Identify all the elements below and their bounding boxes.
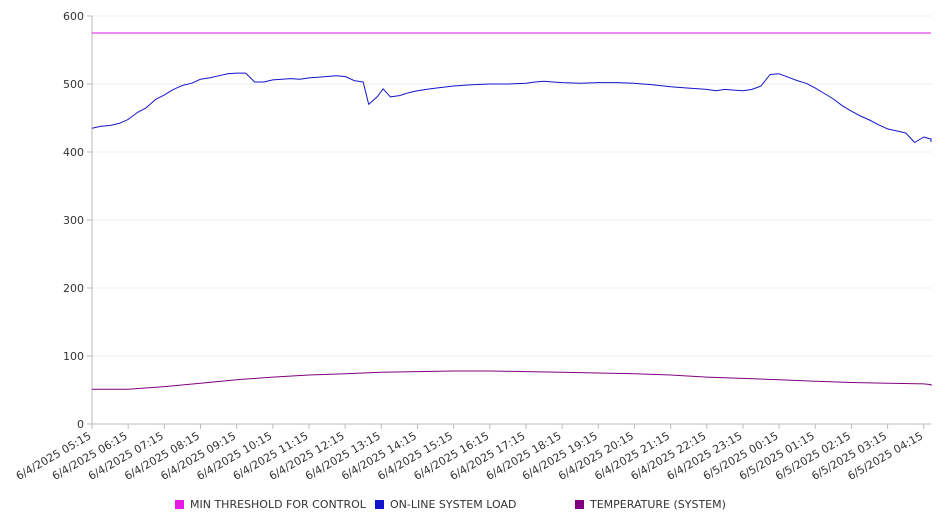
legend-item-online-system-load[interactable]: ON-LINE SYSTEM LOAD [375,498,516,511]
y-tick-label: 100 [63,350,84,363]
legend-item-min-threshold[interactable]: MIN THRESHOLD FOR CONTROL [175,498,366,511]
y-tick-label: 400 [63,146,84,159]
y-tick-label: 300 [63,214,84,227]
legend-swatch [575,500,584,509]
y-tick-label: 0 [77,418,84,431]
legend: MIN THRESHOLD FOR CONTROL ON-LINE SYSTEM… [0,498,946,514]
legend-label: MIN THRESHOLD FOR CONTROL [190,498,366,511]
legend-swatch [175,500,184,509]
series-line-online-system-load [91,72,932,143]
series-line-temperature [92,370,932,390]
gridlines [92,15,931,357]
legend-item-temperature[interactable]: TEMPERATURE (SYSTEM) [575,498,726,511]
y-tick-label: 600 [63,10,84,23]
series-layer [91,32,932,390]
y-tick-label: 500 [63,78,84,91]
legend-label: TEMPERATURE (SYSTEM) [590,498,726,511]
legend-label: ON-LINE SYSTEM LOAD [390,498,517,511]
x-axis-ticks: 6/4/2025 05:156/4/2025 06:156/4/2025 07:… [14,424,925,483]
y-tick-label: 200 [63,282,84,295]
y-axis-ticks: 0 100 200 300 400 500 600 [63,10,92,431]
legend-swatch [375,500,384,509]
